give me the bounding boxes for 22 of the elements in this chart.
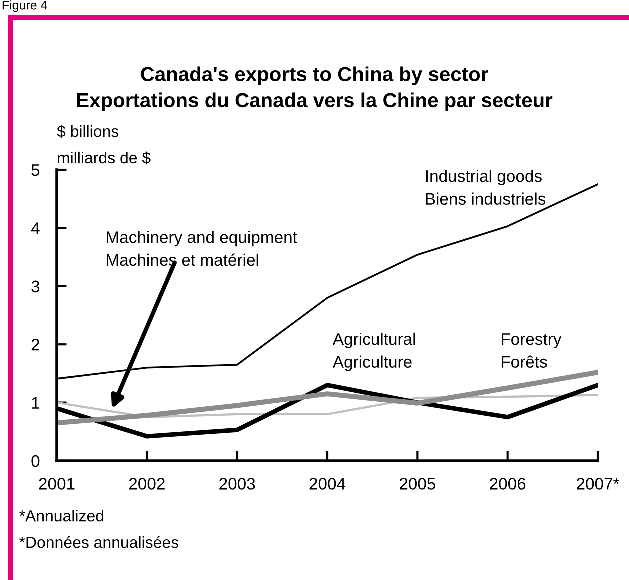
caption: Figure 4 — [2, 0, 48, 12]
text: *Annualized *Données annualisées — [20, 510, 179, 548]
x-tick-label: 2003 — [220, 478, 256, 490]
x-tick-label: 2006 — [490, 478, 526, 490]
series-label: Industrial goods Biens industriels — [426, 170, 546, 206]
line-series — [57, 394, 598, 418]
y-axis-title: $ billions milliards de $ — [57, 125, 151, 165]
y-tick-label: 4 — [31, 222, 40, 234]
x-tick-label: 2004 — [310, 478, 346, 490]
x-tick-label: 2005 — [400, 478, 436, 490]
text: Machinery and equipment Machines et matériel — [107, 231, 298, 266]
series-label: Forestry Forêts — [502, 334, 562, 368]
y-tick-label: 3 — [32, 280, 40, 293]
x-tick-label: 2001 — [39, 478, 75, 490]
y-tick-label: 1 — [32, 397, 40, 409]
y-tick-label: 5 — [32, 164, 40, 176]
y-tick-label: 2 — [32, 339, 40, 351]
y-tick-label: 0 — [32, 455, 40, 468]
series-label: Agricultural Agriculture — [332, 332, 416, 372]
chart-title: Canada's exports to China by sector Exportations du Canada vers la Chine par secteur — [77, 66, 553, 112]
x-tick-label: 2002 — [129, 478, 165, 490]
x-tick-label: 2007* — [577, 478, 620, 490]
